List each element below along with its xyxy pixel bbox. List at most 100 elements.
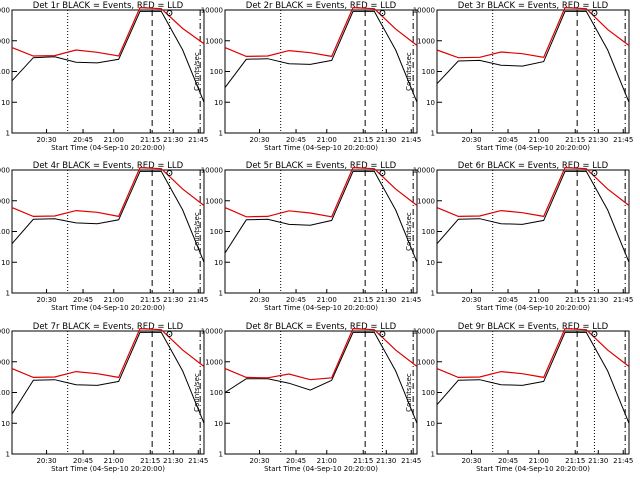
y-tick-label: 10000 — [413, 328, 435, 336]
plot-frame — [11, 169, 205, 294]
detector-panel-3: Det 3r BLACK = Events, RED = LLD 1 10 100 10… — [405, 1, 633, 152]
series-line-events — [11, 10, 205, 103]
x-tick-label: 20:45 — [286, 296, 306, 304]
peak-marker — [166, 10, 173, 16]
y-tick-label: 10 — [426, 99, 435, 107]
panel-title: Det 9r BLACK = Events, RED = LLD — [458, 322, 609, 332]
series-line-lld — [436, 6, 630, 59]
x-tick-label: 21:15 — [353, 296, 373, 304]
x-tick-label: 21:30 — [163, 136, 183, 144]
y-tick-label: 1 — [6, 290, 10, 298]
detector-panel-4: Det 4r BLACK = Events, RED = LLD 1 10 100 10… — [0, 161, 208, 312]
y-tick-label: 10 — [214, 420, 223, 428]
x-tick-label: 21:00 — [317, 136, 337, 144]
x-tick-label: 21:45 — [613, 136, 633, 144]
y-tick-label: 100 — [0, 389, 10, 397]
y-tick-label: 10 — [214, 99, 223, 107]
series-line-events — [224, 331, 418, 424]
y-tick-label: 1 — [6, 130, 10, 138]
x-axis-label: Start Time (04-Sep-10 20:20:00) — [264, 304, 378, 312]
x-tick-label: 21:15 — [565, 457, 585, 465]
x-tick-label: 21:45 — [401, 136, 421, 144]
x-tick-label: 21:45 — [401, 296, 421, 304]
y-tick-label: 100 — [422, 68, 435, 76]
x-tick-label: 21:30 — [376, 296, 396, 304]
y-tick-label: 10000 — [201, 328, 223, 336]
y-tick-label: 10 — [214, 259, 223, 267]
y-tick-label: 1000 — [0, 197, 10, 205]
x-tick-label: 20:30 — [249, 296, 269, 304]
peak-marker — [379, 331, 386, 337]
series-line-lld — [11, 166, 205, 218]
x-tick-label: 20:45 — [498, 457, 518, 465]
x-axis-label: Start Time (04-Sep-10 20:20:00) — [476, 304, 590, 312]
peak-marker — [166, 170, 173, 176]
x-tick-label: 21:30 — [588, 136, 608, 144]
y-tick-label: 1 — [431, 130, 435, 138]
detector-panel-9: Det 9r BLACK = Events, RED = LLD 1 10 100 10… — [405, 322, 633, 473]
series-line-lld — [436, 327, 630, 379]
x-axis-label: Start Time (04-Sep-10 20:20:00) — [264, 465, 378, 473]
panel-title: Det 4r BLACK = Events, RED = LLD — [33, 161, 184, 171]
y-axis-label: Counts/sec — [405, 212, 413, 251]
y-tick-label: 1000 — [205, 37, 223, 45]
x-tick-label: 21:15 — [140, 296, 160, 304]
plot-frame — [224, 9, 418, 134]
y-tick-label: 10 — [1, 420, 10, 428]
panel-title: Det 5r BLACK = Events, RED = LLD — [246, 161, 397, 171]
x-tick-label: 20:45 — [498, 136, 518, 144]
detector-panel-7: Det 7r BLACK = Events, RED = LLD 1 10 100 10… — [0, 322, 208, 473]
y-tick-label: 100 — [210, 68, 223, 76]
x-tick-label: 21:15 — [140, 136, 160, 144]
peak-marker — [591, 170, 598, 176]
y-axis-label: Counts/sec — [193, 212, 201, 251]
detector-panel-1: Det 1r BLACK = Events, RED = LLD 1 10 100 10… — [0, 1, 208, 152]
series-line-lld — [11, 6, 205, 57]
x-tick-label: 21:15 — [565, 296, 585, 304]
x-tick-label: 21:15 — [565, 136, 585, 144]
plot-frame — [436, 169, 630, 294]
y-tick-label: 1000 — [417, 197, 435, 205]
series-line-lld — [436, 166, 630, 218]
x-tick-label: 21:00 — [317, 457, 337, 465]
x-tick-label: 20:45 — [73, 457, 93, 465]
x-tick-label: 20:30 — [461, 136, 481, 144]
x-tick-label: 20:45 — [73, 296, 93, 304]
plot-frame — [436, 330, 630, 455]
series-line-events — [436, 331, 630, 424]
x-tick-label: 21:30 — [163, 457, 183, 465]
x-tick-label: 21:30 — [163, 296, 183, 304]
peak-marker — [591, 10, 598, 16]
x-tick-label: 20:45 — [286, 457, 306, 465]
series-line-events — [224, 10, 418, 103]
y-tick-label: 100 — [0, 228, 10, 236]
y-tick-label: 100 — [210, 389, 223, 397]
plot-frame — [11, 9, 205, 134]
peak-marker — [591, 331, 598, 337]
panel-title: Det 2r BLACK = Events, RED = LLD — [246, 1, 397, 11]
panel-title: Det 6r BLACK = Events, RED = LLD — [458, 161, 609, 171]
y-tick-label: 100 — [210, 228, 223, 236]
x-tick-label: 21:00 — [104, 296, 124, 304]
plot-frame — [224, 330, 418, 455]
x-tick-label: 21:00 — [317, 296, 337, 304]
x-tick-label: 21:30 — [376, 457, 396, 465]
x-axis-label: Start Time (04-Sep-10 20:20:00) — [51, 304, 165, 312]
x-tick-label: 20:30 — [249, 136, 269, 144]
x-tick-label: 20:30 — [36, 296, 56, 304]
x-tick-label: 21:30 — [588, 457, 608, 465]
x-tick-label: 21:45 — [188, 136, 208, 144]
y-tick-label: 1000 — [417, 37, 435, 45]
y-tick-label: 1 — [431, 290, 435, 298]
x-axis-label: Start Time (04-Sep-10 20:20:00) — [476, 465, 590, 473]
y-axis-label: Counts/sec — [193, 52, 201, 91]
y-axis-label: Counts/sec — [405, 373, 413, 412]
y-tick-label: 1000 — [205, 358, 223, 366]
y-tick-label: 1000 — [205, 197, 223, 205]
series-line-events — [436, 10, 630, 103]
x-tick-label: 20:30 — [461, 296, 481, 304]
series-line-events — [224, 170, 418, 263]
x-tick-label: 21:00 — [529, 457, 549, 465]
detector-panel-8: Det 8r BLACK = Events, RED = LLD 1 10 100 10… — [193, 322, 421, 473]
y-tick-label: 10 — [1, 99, 10, 107]
